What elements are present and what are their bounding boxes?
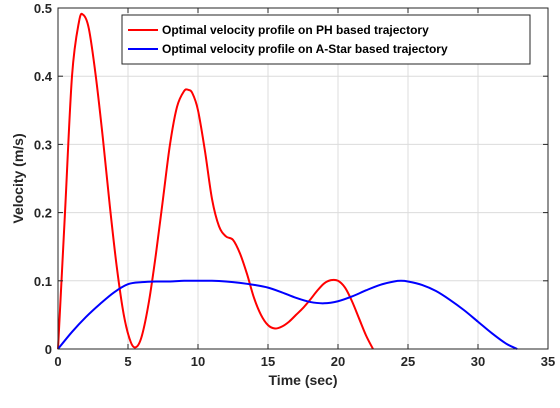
plot-series — [57, 12, 518, 350]
y-tick-label: 0.1 — [34, 274, 52, 289]
y-tick-label: 0 — [45, 342, 52, 357]
legend-label-ph: Optimal velocity profile on PH based tra… — [162, 23, 429, 37]
series-ph-line — [57, 12, 374, 350]
x-axis-title: Time (sec) — [269, 372, 338, 388]
grid — [58, 8, 548, 349]
x-tick-label: 30 — [471, 354, 485, 369]
x-tick-label: 5 — [124, 354, 131, 369]
x-tick-label: 35 — [541, 354, 555, 369]
x-tick-label: 25 — [401, 354, 415, 369]
y-tick-label: 0.5 — [34, 1, 52, 16]
y-tick-label: 0.3 — [34, 137, 52, 152]
series-astar-line — [57, 279, 518, 350]
x-tick-label: 0 — [54, 354, 61, 369]
x-tick-label: 15 — [261, 354, 275, 369]
x-tick-label: 20 — [331, 354, 345, 369]
y-tick-label: 0.4 — [34, 69, 53, 84]
x-tick-label: 10 — [191, 354, 205, 369]
plot-frame — [57, 7, 549, 350]
y-tick-label: 0.2 — [34, 206, 52, 221]
legend-label-astar: Optimal velocity profile on A-Star based… — [162, 42, 448, 56]
legend: Optimal velocity profile on PH based tra… — [121, 14, 531, 65]
legend-box — [121, 14, 531, 65]
tick-labels: 0 5 10 15 20 25 30 35 0 0.1 0.2 0.3 0.4 0.5 — [34, 1, 555, 369]
y-axis-title: Velocity (m/s) — [10, 133, 26, 223]
